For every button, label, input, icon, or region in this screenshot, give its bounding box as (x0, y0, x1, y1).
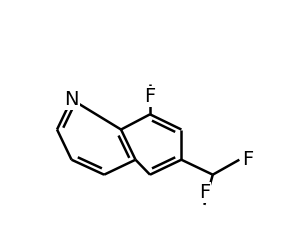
Text: F: F (144, 86, 156, 105)
Text: F: F (199, 184, 210, 203)
Text: F: F (242, 150, 253, 169)
Text: N: N (64, 90, 79, 109)
